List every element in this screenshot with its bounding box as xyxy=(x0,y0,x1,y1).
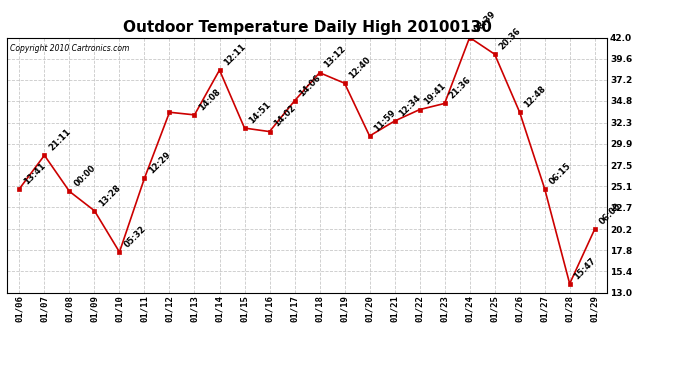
Text: 15:47: 15:47 xyxy=(573,256,598,281)
Text: 12:40: 12:40 xyxy=(347,55,373,81)
Text: 14:08: 14:08 xyxy=(197,87,222,112)
Text: 21:36: 21:36 xyxy=(447,75,473,100)
Text: 05:32: 05:32 xyxy=(122,224,148,249)
Text: 12:11: 12:11 xyxy=(222,42,248,67)
Text: 00:00: 00:00 xyxy=(72,164,97,189)
Text: 08:39: 08:39 xyxy=(473,10,497,35)
Text: 06:00: 06:00 xyxy=(598,201,622,226)
Text: 13:28: 13:28 xyxy=(97,183,122,208)
Text: 13:41: 13:41 xyxy=(22,160,48,186)
Text: 12:29: 12:29 xyxy=(147,150,172,176)
Text: 20:36: 20:36 xyxy=(497,26,522,51)
Title: Outdoor Temperature Daily High 20100130: Outdoor Temperature Daily High 20100130 xyxy=(123,20,491,35)
Text: 21:11: 21:11 xyxy=(47,127,72,153)
Text: 11:59: 11:59 xyxy=(373,108,397,133)
Text: 13:12: 13:12 xyxy=(322,45,348,70)
Text: 19:41: 19:41 xyxy=(422,81,448,107)
Text: 12:34: 12:34 xyxy=(397,93,423,118)
Text: 14:06: 14:06 xyxy=(297,73,323,98)
Text: 14:51: 14:51 xyxy=(247,100,273,125)
Text: 06:15: 06:15 xyxy=(547,160,573,186)
Text: Copyright 2010 Cartronics.com: Copyright 2010 Cartronics.com xyxy=(10,44,129,53)
Text: 12:48: 12:48 xyxy=(522,84,548,110)
Text: 14:02: 14:02 xyxy=(273,104,297,129)
